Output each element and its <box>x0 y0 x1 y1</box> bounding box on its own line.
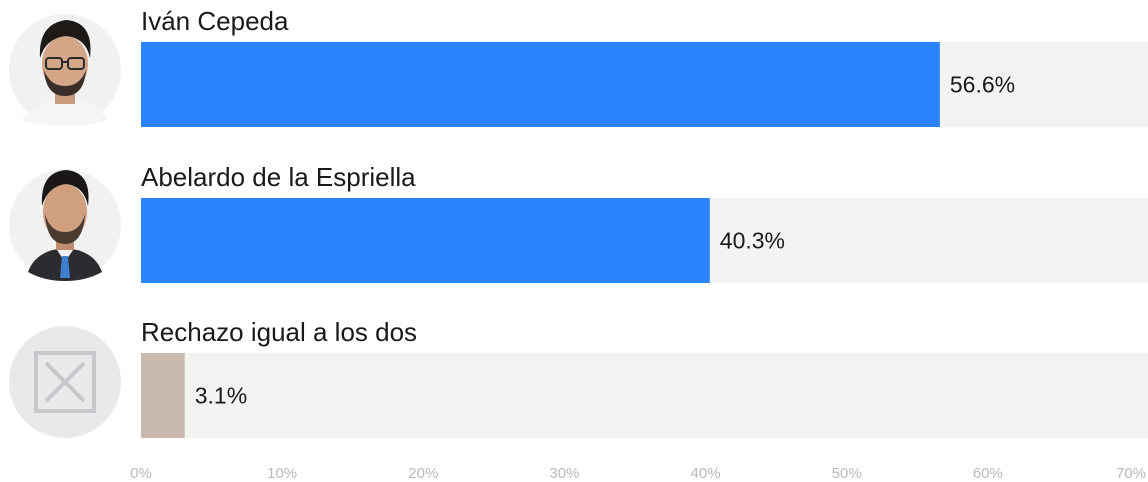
bar-row: Rechazo igual a los dos 3.1% <box>141 317 1148 438</box>
x-tick-label: 10% <box>267 465 297 482</box>
bar <box>141 198 710 283</box>
value-label: 56.6% <box>950 72 1015 98</box>
x-tick-label: 0% <box>130 465 152 482</box>
category-label: Abelardo de la Espriella <box>141 162 416 192</box>
category-label: Iván Cepeda <box>141 6 289 36</box>
x-tick-label: 40% <box>691 465 721 482</box>
x-tick-label: 20% <box>408 465 438 482</box>
bar <box>141 42 940 127</box>
avatar-ivan-cepeda <box>9 14 121 126</box>
x-tick-label: 60% <box>973 465 1003 482</box>
avatar-abelardo-de-la-espriella <box>9 169 121 281</box>
category-label: Rechazo igual a los dos <box>141 317 417 347</box>
bar-track <box>141 353 1148 438</box>
value-label: 3.1% <box>195 383 247 409</box>
x-tick-label: 70% <box>1116 465 1146 482</box>
reject-x-box-icon <box>9 326 121 438</box>
x-tick-label: 50% <box>832 465 862 482</box>
value-label: 40.3% <box>720 228 785 254</box>
bar-row: Abelardo de la Espriella 40.3% <box>141 162 1148 283</box>
bar <box>141 353 185 438</box>
x-tick-label: 30% <box>549 465 579 482</box>
bar-row: Iván Cepeda 56.6% <box>141 6 1148 127</box>
